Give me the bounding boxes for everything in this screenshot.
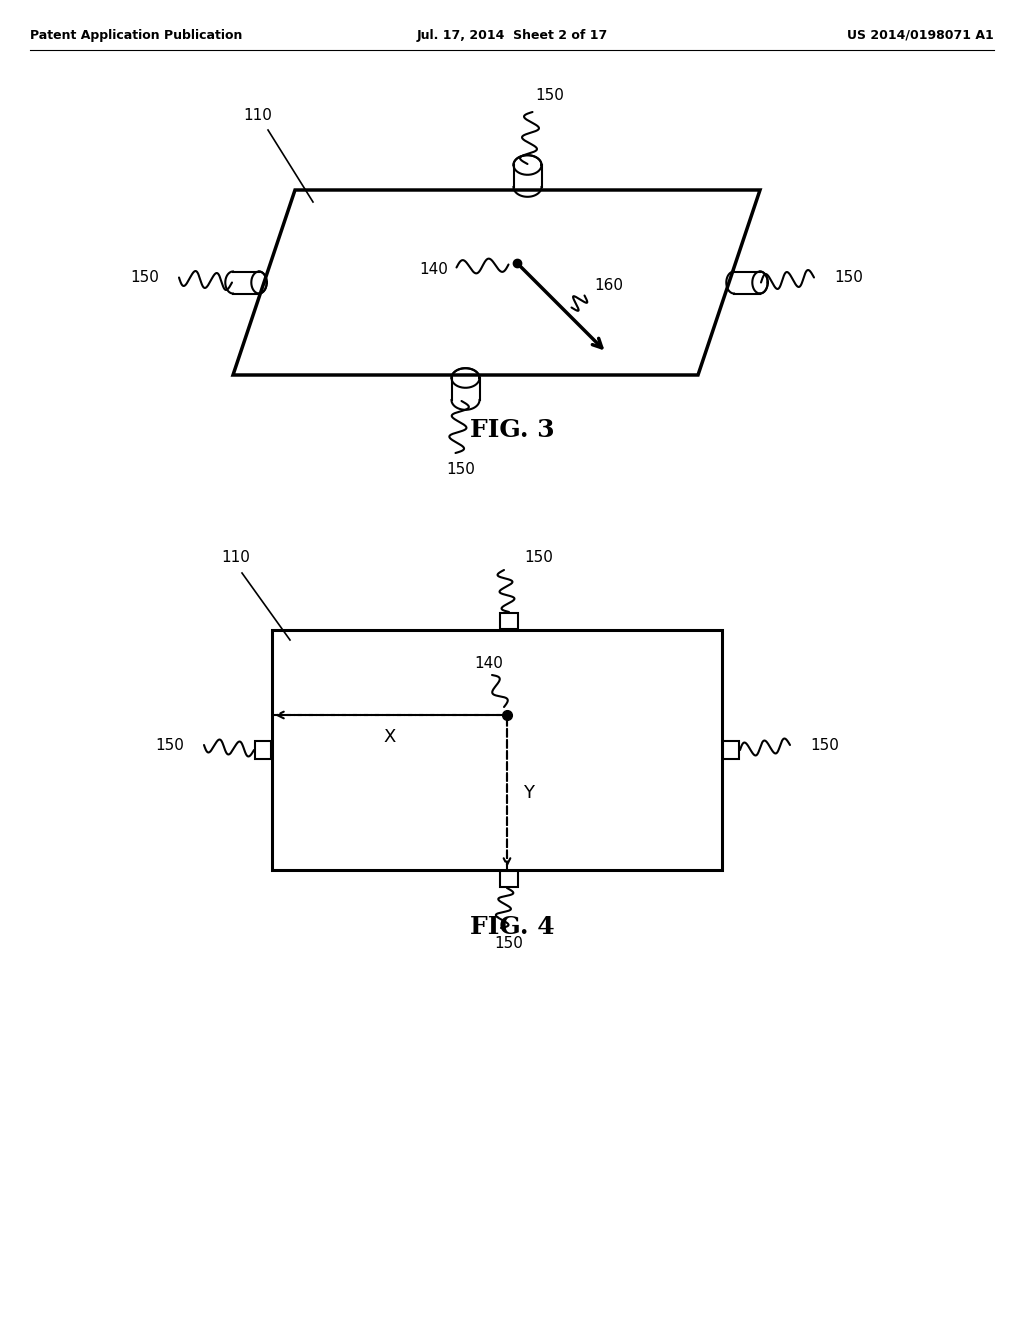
FancyBboxPatch shape xyxy=(513,165,542,187)
Text: Jul. 17, 2014  Sheet 2 of 17: Jul. 17, 2014 Sheet 2 of 17 xyxy=(417,29,607,41)
Text: FIG. 3: FIG. 3 xyxy=(470,418,554,442)
Text: 150: 150 xyxy=(446,462,475,478)
Bar xyxy=(500,612,518,630)
Text: 140: 140 xyxy=(420,261,449,277)
Bar xyxy=(500,871,518,887)
Text: 150: 150 xyxy=(495,936,523,950)
Text: 150: 150 xyxy=(536,87,564,103)
Text: US 2014/0198071 A1: US 2014/0198071 A1 xyxy=(847,29,994,41)
Polygon shape xyxy=(233,190,760,375)
FancyBboxPatch shape xyxy=(452,378,479,400)
Text: 110: 110 xyxy=(244,107,272,123)
Bar xyxy=(723,741,739,759)
Text: Patent Application Publication: Patent Application Publication xyxy=(30,29,243,41)
Text: 150: 150 xyxy=(524,550,553,565)
Text: 110: 110 xyxy=(221,549,251,565)
Bar xyxy=(272,630,722,870)
Text: Y: Y xyxy=(523,784,535,801)
FancyBboxPatch shape xyxy=(734,272,760,293)
Text: 160: 160 xyxy=(595,279,624,293)
Text: 140: 140 xyxy=(474,656,504,671)
Text: 150: 150 xyxy=(834,271,863,285)
Text: 150: 150 xyxy=(810,738,839,754)
Bar xyxy=(255,741,271,759)
Text: 150: 150 xyxy=(155,738,184,754)
Text: 150: 150 xyxy=(130,271,159,285)
Text: X: X xyxy=(383,729,395,746)
FancyBboxPatch shape xyxy=(233,272,259,293)
Text: FIG. 4: FIG. 4 xyxy=(470,915,554,939)
